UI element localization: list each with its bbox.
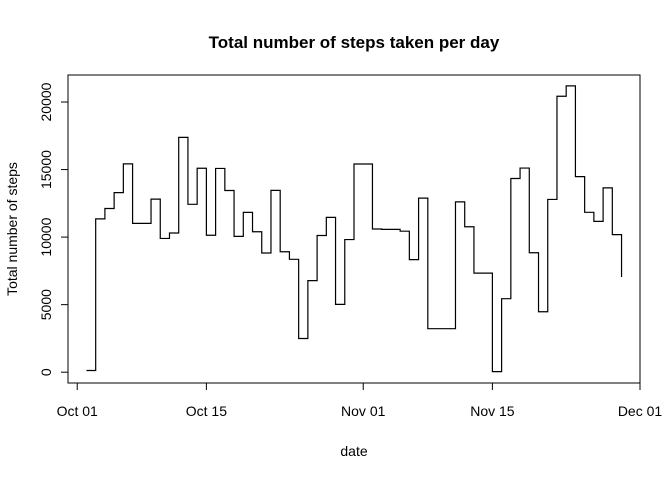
y-axis-label: Total number of steps (4, 162, 20, 296)
y-tick-label: 5000 (38, 289, 54, 320)
x-axis-label: date (340, 443, 367, 459)
x-tick-label: Oct 01 (57, 403, 98, 419)
x-tick-label: Nov 01 (341, 403, 386, 419)
chart-title: Total number of steps taken per day (209, 33, 500, 52)
y-tick-label: 0 (38, 368, 54, 376)
y-tick-label: 10000 (38, 217, 54, 256)
y-tick-label: 20000 (38, 82, 54, 121)
x-tick-label: Oct 15 (186, 403, 227, 419)
y-tick-label: 15000 (38, 150, 54, 189)
x-axis: Oct 01 Oct 15 Nov 01 Nov 15 Dec 01 (57, 382, 663, 419)
x-tick-label: Dec 01 (618, 403, 663, 419)
y-axis: 0 5000 10000 15000 20000 (38, 82, 69, 376)
x-tick-label: Nov 15 (470, 403, 515, 419)
series-step-line (86, 85, 623, 373)
